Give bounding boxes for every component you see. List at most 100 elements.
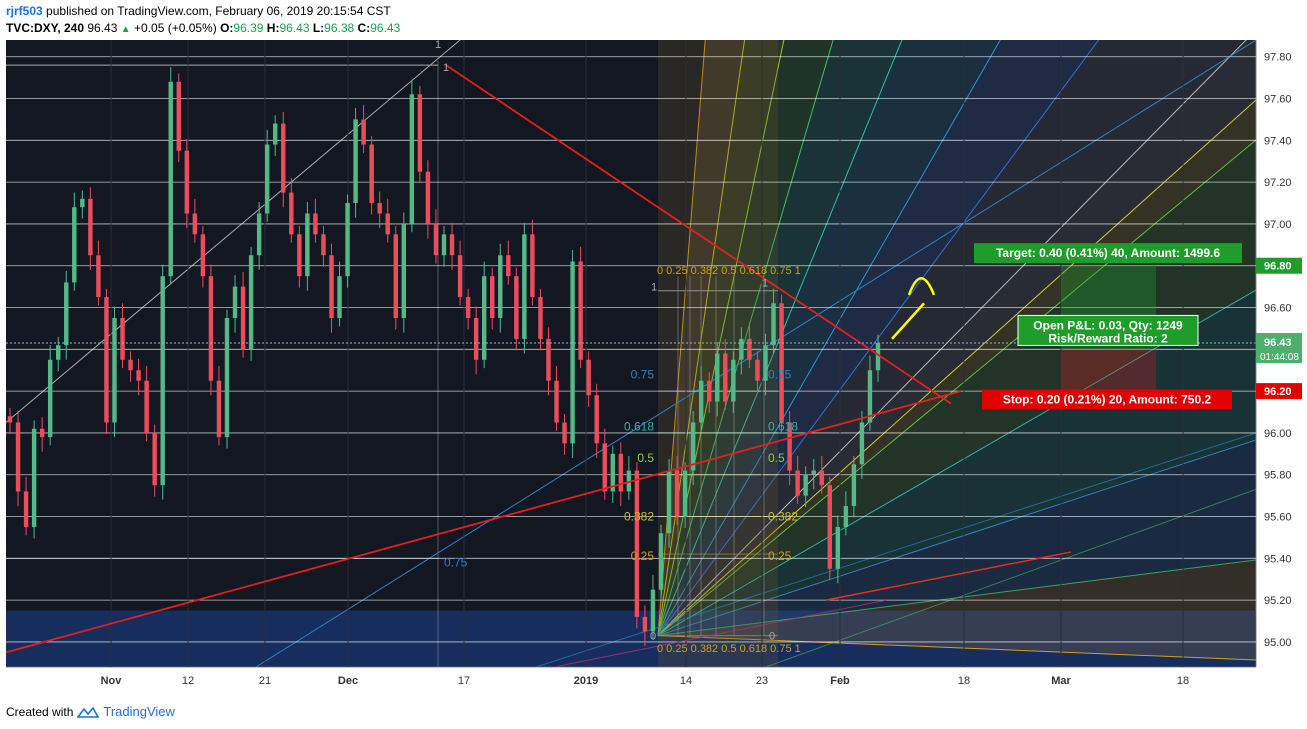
low-label: L:	[312, 21, 325, 35]
candle-body	[514, 276, 519, 339]
price-chart[interactable]: 0.75 0.618 0.5 0.382 0.25 0.75 0.618 0.5 0.382 0.…	[6, 40, 1302, 693]
price-tick-label: 97.80	[1264, 52, 1292, 64]
candle-body	[554, 380, 559, 423]
username-link[interactable]: rjrf503	[6, 4, 43, 18]
gann-fan-line	[657, 40, 746, 636]
candle-body	[31, 428, 37, 527]
candle-body	[843, 506, 849, 527]
candle-body	[465, 297, 471, 318]
time-tick-label: 18	[958, 675, 970, 687]
time-tick-label: 17	[458, 675, 470, 687]
candle-body	[771, 303, 776, 346]
gann-fan-line	[657, 439, 1256, 637]
candle-body	[731, 359, 736, 402]
candle-body	[433, 223, 439, 256]
close-value: 96.43	[370, 21, 401, 35]
candle-body	[23, 491, 29, 527]
price-change: +0.05 (+0.05%)	[134, 21, 217, 35]
green-diagonal-line	[765, 488, 1256, 667]
gann-fan-line	[657, 289, 1256, 637]
candle-body	[490, 276, 495, 318]
candle-body	[859, 422, 865, 465]
candle-body	[787, 422, 792, 471]
pnl-label-text: Open P&L: 0.03, Qty: 1249	[1033, 318, 1183, 332]
low-value: 96.38	[324, 21, 355, 35]
price-tick-label: 95.00	[1264, 637, 1292, 649]
last-price-marker-text: 96.43	[1264, 337, 1292, 349]
candle-body	[128, 359, 133, 371]
candle-body	[256, 213, 262, 256]
candle-body	[546, 338, 551, 381]
candle-body	[144, 380, 149, 433]
high-label: H:	[266, 21, 280, 35]
candle-body	[409, 94, 415, 224]
yellow-annotation-arrowhead	[907, 277, 936, 296]
candle-body	[329, 255, 334, 318]
candle-body	[273, 123, 278, 145]
stop-label-box	[982, 389, 1232, 410]
candle-body	[425, 171, 431, 224]
candle-body	[417, 94, 423, 172]
publish-info: rjrf503 published on TradingView.com, Fe…	[6, 4, 391, 18]
time-tick-label: 18	[1177, 675, 1189, 687]
candle-body	[682, 470, 688, 517]
candle-body	[64, 282, 69, 346]
fib-level-label-left: 0.382	[624, 510, 654, 524]
fib-zero-label: 0	[650, 631, 656, 643]
candle-body	[15, 422, 21, 492]
price-tick-label: 95.60	[1264, 512, 1292, 524]
candle-body	[441, 234, 447, 256]
candle-body	[674, 470, 680, 517]
time-tick-label: 21	[259, 675, 271, 687]
candle-body	[369, 144, 374, 204]
candle-body	[47, 359, 53, 438]
price-tick-label: 96.00	[1264, 428, 1292, 440]
plot-background	[6, 40, 1256, 667]
candle-body	[851, 464, 857, 507]
fib-zero-label: 0	[769, 631, 775, 643]
candle-body	[184, 150, 190, 214]
gann-fan-line	[657, 40, 785, 636]
ascending-trendline	[6, 390, 962, 654]
time-tick-label: 23	[756, 675, 768, 687]
candle-body	[707, 380, 712, 402]
candle-body	[835, 526, 841, 569]
fib-level-label-left: 0.75	[631, 367, 655, 381]
descending-trendline	[445, 64, 952, 405]
time-tick-label: Dec	[338, 675, 358, 687]
candle-body	[473, 317, 479, 360]
candle-body	[642, 616, 648, 632]
time-tick-label: Nov	[101, 675, 123, 687]
blue-diagonal-line	[255, 40, 1256, 667]
candle-body	[666, 470, 672, 534]
candle-body	[570, 261, 575, 444]
price-tick-label: 97.20	[1264, 177, 1292, 189]
gray-fan-line	[6, 40, 461, 423]
candle-body	[168, 81, 173, 277]
candle-body	[240, 286, 246, 350]
candle-body	[297, 234, 302, 277]
gann-fan-line	[657, 40, 1247, 637]
candle-body	[538, 297, 543, 339]
pink-trendline	[551, 599, 887, 667]
candle-body	[200, 234, 206, 277]
candle-body	[562, 422, 567, 444]
published-text: published on TradingView.com, February 0…	[46, 4, 391, 18]
candle-body	[610, 453, 615, 492]
gann-fan-line	[657, 40, 834, 636]
candle-body	[337, 276, 342, 318]
price-tick-label: 95.80	[1264, 470, 1292, 482]
candle-body	[747, 338, 752, 360]
tradingview-brand[interactable]: TradingView	[103, 704, 175, 719]
fib-one-label: 1	[651, 282, 657, 294]
target-price-marker	[1256, 257, 1302, 274]
close-label: C:	[357, 21, 371, 35]
candle-body	[321, 234, 326, 256]
candle-body	[313, 213, 318, 235]
candle-body	[104, 297, 109, 423]
plot-layer: 0.75 0.618 0.5 0.382 0.25 0.75 0.618 0.5 0.382 0.…	[6, 40, 1256, 667]
open-label: O:	[220, 21, 234, 35]
last-price-marker	[1256, 333, 1302, 364]
target-label: Target: 0.40 (0.41%) 40, Amount: 1499.6	[974, 243, 1242, 264]
candle-body	[779, 303, 784, 423]
